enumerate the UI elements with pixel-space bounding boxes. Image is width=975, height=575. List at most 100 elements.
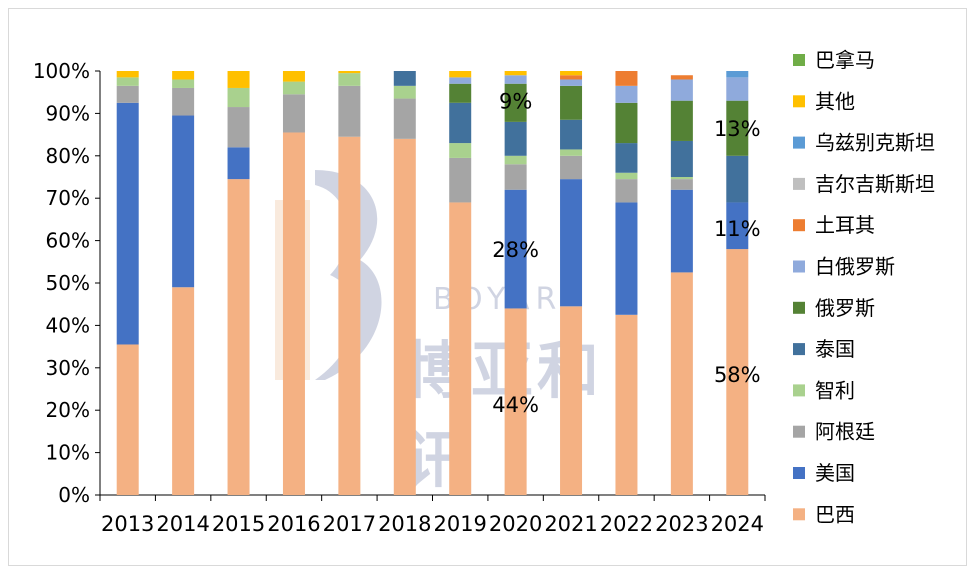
y-tick-label: 70% (46, 186, 90, 210)
bar-segment (338, 136, 361, 495)
bar-segment (504, 75, 527, 84)
bar-segment (504, 308, 527, 495)
data-label: 44% (492, 393, 539, 417)
bar-segment (615, 143, 638, 173)
bar-segment (670, 189, 693, 273)
x-tick-label: 2022 (600, 512, 653, 536)
bar-segment (670, 272, 693, 495)
bar-segment (172, 87, 195, 116)
bar-segment (172, 79, 195, 88)
bar-segment (227, 71, 250, 88)
bar-segment (615, 102, 638, 144)
legend-label: 美国 (815, 461, 855, 485)
bar-segment (282, 94, 305, 133)
legend-swatch (793, 219, 805, 232)
legend-label: 土耳其 (815, 213, 875, 237)
bar-segment (172, 115, 195, 288)
x-tick-label: 2023 (655, 512, 708, 536)
bar-segment (338, 73, 361, 86)
bar-segment (282, 71, 305, 82)
bar-segment (227, 107, 250, 148)
y-tick-label: 60% (46, 229, 90, 253)
bar-segment (560, 79, 583, 86)
bar-segment (560, 149, 583, 156)
y-tick-label: 100% (33, 59, 90, 83)
bar-segment (726, 77, 749, 101)
bar-segment (116, 344, 139, 495)
data-label: 13% (714, 117, 761, 141)
legend-swatch (793, 177, 805, 190)
bar-segment (116, 102, 139, 345)
bar-segment (560, 306, 583, 495)
y-axis: 0% 10% 20% 30% 40% 50% 60% 70% 80% 90% 100% (33, 59, 101, 507)
bar-segment (504, 155, 527, 165)
legend-label: 巴西 (815, 502, 855, 526)
bar-segment (615, 85, 638, 103)
x-tick-label: 2020 (489, 512, 542, 536)
bar-segment (449, 102, 472, 144)
bar-segment (504, 71, 527, 76)
data-label: 11% (714, 217, 761, 241)
bar-segment (449, 71, 472, 78)
bar-segment (670, 79, 693, 101)
bar-segment (726, 202, 749, 250)
bar-segment (393, 85, 416, 99)
legend-swatch (793, 343, 805, 356)
bar-segment (670, 100, 693, 141)
bar-segment (560, 155, 583, 180)
y-tick-label: 0% (58, 483, 90, 507)
y-tick-label: 30% (46, 356, 90, 380)
x-tick-label: 2024 (711, 512, 764, 536)
bar-segment (504, 189, 527, 309)
bar-segment (116, 85, 139, 103)
chart-frame (8, 8, 967, 566)
legend-label: 其他 (815, 89, 855, 113)
y-tick-label: 90% (46, 101, 90, 125)
bar-segment (338, 71, 361, 74)
x-tick-label: 2017 (323, 512, 376, 536)
legend-swatch (793, 467, 805, 479)
bar-segment (615, 179, 638, 203)
legend-swatch (793, 508, 805, 521)
bar-segment (116, 71, 139, 78)
data-label: 9% (499, 90, 532, 114)
y-tick-label: 50% (46, 271, 90, 295)
bar-segment (670, 140, 693, 177)
legend-label: 乌兹别克斯坦 (815, 131, 935, 155)
bar-segment (172, 287, 195, 495)
bar-segment (504, 83, 527, 122)
bar-segment (670, 75, 693, 80)
bar-segment (338, 85, 361, 137)
y-tick-label: 20% (46, 398, 90, 422)
legend-label: 巴拿马 (815, 48, 875, 72)
bars (116, 71, 749, 496)
bar-segment (726, 155, 749, 203)
bar-segment (726, 71, 749, 78)
bar-segment (449, 202, 472, 495)
data-label: 58% (714, 363, 761, 387)
bar-segment (282, 81, 305, 95)
legend-label: 俄罗斯 (815, 296, 875, 320)
x-tick-label: 2019 (433, 512, 486, 536)
y-tick-label: 10% (46, 441, 90, 465)
data-label: 28% (492, 238, 539, 262)
bar-segment (726, 100, 749, 156)
bar-segment (227, 147, 250, 180)
bar-segment (449, 143, 472, 158)
bar-segment (393, 98, 416, 139)
bar-segment (504, 121, 527, 156)
legend-swatch (793, 425, 805, 438)
bar-segment (393, 138, 416, 495)
legend-swatch (793, 95, 805, 108)
bar-segment (504, 164, 527, 190)
legend-label: 阿根廷 (815, 420, 875, 444)
x-tick-label: 2016 (267, 512, 320, 536)
bar-segment (449, 77, 472, 84)
bar-segment (615, 202, 638, 315)
legend-label: 吉尔吉斯斯坦 (815, 172, 935, 196)
legend-label: 白俄罗斯 (815, 255, 895, 279)
bar-segment (615, 172, 638, 180)
x-tick-label: 2015 (212, 512, 265, 536)
